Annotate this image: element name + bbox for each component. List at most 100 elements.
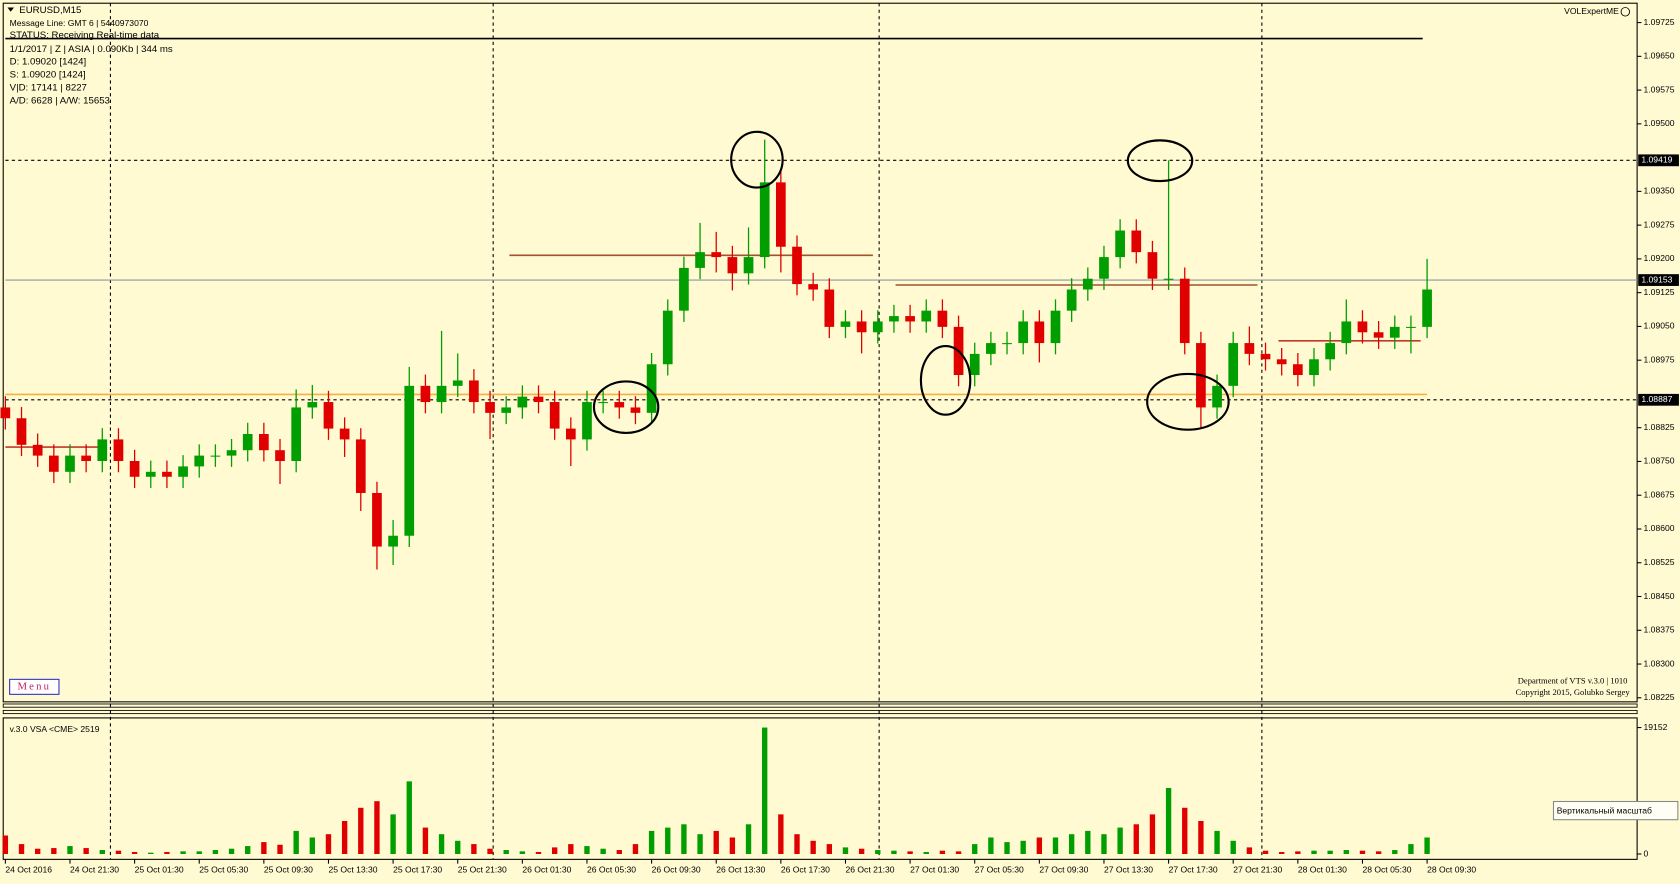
candle-body [178,466,188,477]
candle-body [889,316,899,322]
y-tick-label: 1.08975 [1644,354,1675,364]
candle-body [388,535,398,547]
y-tick-label: 1.09200 [1644,253,1675,263]
candle-body [662,310,673,365]
candle-body [1228,343,1239,386]
candle-body [1099,257,1109,279]
candle-body [824,289,835,327]
annotation-ellipse [1146,372,1230,431]
volume-bar [1230,840,1236,854]
volume-bar [1343,850,1349,854]
y-tick-label: 1.08450 [1644,591,1675,601]
candle-body [872,321,883,333]
volume-bar [131,852,138,854]
plot-layer [0,139,1638,854]
candle-body [32,444,43,456]
price-label-box [1638,154,1679,167]
menu-button[interactable] [9,678,60,695]
volume-bar [341,820,348,854]
candle-body [1147,252,1158,279]
x-tick-label: 27 Oct 17:30 [1169,864,1218,874]
x-tick-label: 27 Oct 01:30 [910,864,959,874]
volume-bar [584,846,590,854]
volume-bar [487,848,493,854]
info-line: 1/1/2017 | Z | ASIA | 0.090Kb | 344 ms [10,44,173,55]
volume-bar [325,834,332,854]
candle-body [113,439,124,462]
info-line: V|D: 17141 | 8227 [10,82,87,93]
footer-line: Copyright 2015, Golubko Sergey [1516,687,1631,697]
collapse-icon[interactable] [7,7,14,12]
x-tick-label: 26 Oct 01:30 [522,864,571,874]
candle-body [1341,321,1352,344]
menu-label[interactable]: Menu [18,680,52,692]
volume-bar [358,807,364,854]
candle-body [1309,359,1319,376]
candle-body [1276,359,1287,365]
annotation-ellipse [919,345,972,416]
volume-bar [681,824,687,854]
volume-bar [51,848,57,854]
volume-bar [858,848,865,854]
y-tick-label: 1.09575 [1644,84,1675,94]
scale-button-label[interactable]: Вертикальный масштаб [1557,805,1652,815]
candle-body [969,353,980,376]
info-line: S: 1.09020 [1424] [10,70,86,81]
volume-bar [67,846,73,854]
volume-bar [34,848,41,854]
volume-bar [1246,847,1253,854]
candle-body [565,428,576,440]
candle-body [679,267,689,311]
candle-body [452,380,463,386]
volume-bar [939,850,946,854]
volume-bar [810,840,816,854]
volume-bar [471,844,477,854]
candle-body [727,257,738,274]
candle-body [1050,310,1061,344]
candle-body [1018,321,1029,344]
x-tick-label: 26 Oct 17:30 [781,864,830,874]
volume-bar [745,824,752,854]
candle-body [404,385,415,536]
volume-bar [988,837,994,854]
candle-body [598,402,608,404]
candle-body [339,428,350,440]
volume-bar [374,801,380,854]
x-tick-label: 26 Oct 09:30 [652,864,701,874]
candle-body [711,252,722,258]
volume-bar [422,827,429,854]
candle-body [1406,326,1416,328]
scale-button[interactable] [1552,800,1679,821]
x-tick-label: 25 Oct 21:30 [458,864,507,874]
volume-bar [1052,837,1059,854]
volume-bar [1117,827,1123,854]
volume-bar [455,840,461,854]
x-tick-label: 25 Oct 01:30 [135,864,184,874]
candle-body [291,407,302,462]
volume-bar [99,850,105,854]
candle-body [1292,364,1303,376]
x-tick-label: 26 Oct 21:30 [845,864,894,874]
symbol-label: EURUSD,M15 [19,5,81,16]
candle-body [582,402,592,440]
candle-body [145,471,156,477]
volume-bar [794,834,800,854]
candle-body [695,252,705,268]
volume-bar [228,848,235,854]
volume-bar [568,844,574,854]
candle-body [242,434,253,451]
volume-bar [1359,850,1366,854]
y-tick-label: 1.09650 [1644,51,1675,61]
y-tick-label: 1.08300 [1644,658,1675,668]
volume-bar [1311,850,1317,854]
volume-bar [762,727,768,854]
candle-body [759,182,770,258]
volume-bar [1068,834,1075,854]
candle-body [1002,343,1012,345]
candle-body [1212,385,1222,408]
volume-bar [196,851,202,854]
info-line: A/D: 6628 | A/W: 15653 [10,95,110,106]
brand-icon[interactable] [1620,7,1631,17]
x-tick-label: 28 Oct 05:30 [1362,864,1411,874]
candle-body [1066,289,1077,311]
